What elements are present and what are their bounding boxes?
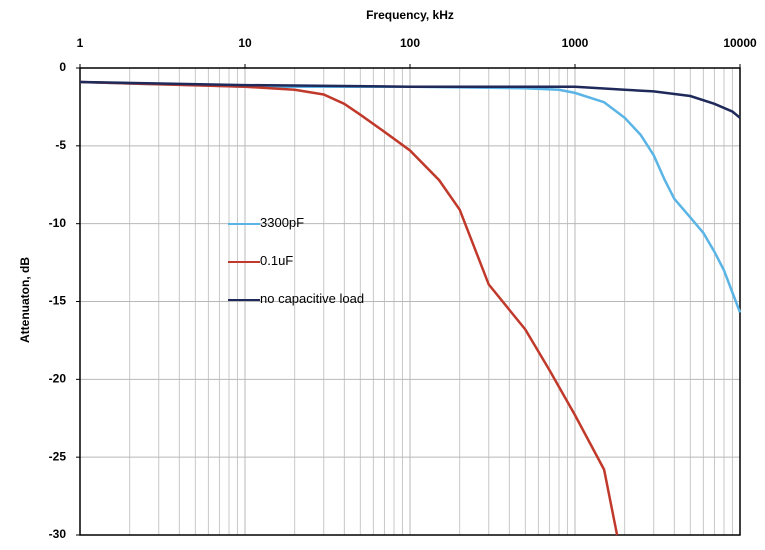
y-tick-label: -5 xyxy=(55,138,66,152)
y-tick-label: -30 xyxy=(49,527,67,541)
y-tick-label: -20 xyxy=(49,372,67,386)
chart-title: Frequency, kHz xyxy=(366,8,454,22)
series-line xyxy=(79,80,619,536)
y-tick-label: -10 xyxy=(49,216,67,230)
y-axis-label: Attenuaton, dB xyxy=(18,257,32,343)
legend-label: no capacitive load xyxy=(260,291,365,306)
legend-swatch xyxy=(228,299,260,301)
plot-frame xyxy=(79,67,741,536)
legend-item: 3300pF xyxy=(228,215,370,231)
legend-item: 0.1uF xyxy=(228,253,370,269)
legend-label: 0.1uF xyxy=(260,253,294,268)
legend-swatch xyxy=(228,223,260,225)
legend-label: 3300pF xyxy=(260,215,305,230)
legend-swatch xyxy=(228,261,260,263)
y-tick-label: -25 xyxy=(49,449,67,463)
x-tick-label: 10000 xyxy=(723,36,757,50)
legend: 3300pF 0.1uF no capacitive load xyxy=(228,215,370,329)
x-tick-label: 10 xyxy=(238,36,252,50)
series-line xyxy=(79,80,741,119)
y-tick-label: -15 xyxy=(49,294,67,308)
legend-item: no capacitive load xyxy=(228,291,370,307)
x-tick-label: 1 xyxy=(77,36,84,50)
grid xyxy=(79,67,741,536)
x-tick-label: 100 xyxy=(400,36,420,50)
y-tick-label: 0 xyxy=(59,60,66,74)
x-tick-label: 1000 xyxy=(562,36,589,50)
